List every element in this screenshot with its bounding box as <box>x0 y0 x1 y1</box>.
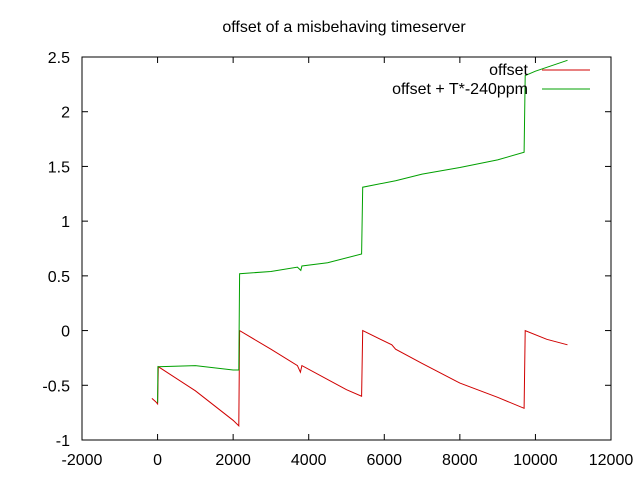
y-tick-label: 0.5 <box>48 269 70 286</box>
x-tick-label: 6000 <box>366 452 402 469</box>
chart-title: offset of a misbehaving timeserver <box>222 19 466 36</box>
y-tick-label: 1.5 <box>48 159 70 176</box>
y-tick-label: -1 <box>56 433 70 450</box>
series-layer <box>151 59 568 427</box>
y-tick-label: 0 <box>61 324 70 341</box>
legend: offset offset + T*-240ppm <box>392 62 590 98</box>
legend-label: offset <box>489 62 528 79</box>
x-tick-label: 12000 <box>589 452 634 469</box>
x-tick-label: 10000 <box>513 452 558 469</box>
x-tick-label: -2000 <box>62 452 103 469</box>
y-tick-label: 2 <box>61 105 70 122</box>
series-line-2 <box>157 59 568 403</box>
y-tick-label: 2.5 <box>48 50 70 67</box>
y-tick-label: 1 <box>61 214 70 231</box>
y-tick-label: -0.5 <box>42 378 70 395</box>
plot-frame <box>81 56 612 441</box>
series-line-1 <box>151 329 568 427</box>
legend-label: offset + T*-240ppm <box>392 81 528 98</box>
x-tick-label: 8000 <box>442 452 478 469</box>
x-tick-label: 0 <box>153 452 162 469</box>
x-tick-label: 2000 <box>215 452 251 469</box>
axis-ticks: -2000 0 2000 4000 6000 8000 10000 12000 -1 -0.5 0 0… <box>42 50 633 469</box>
x-tick-label: 4000 <box>291 452 327 469</box>
